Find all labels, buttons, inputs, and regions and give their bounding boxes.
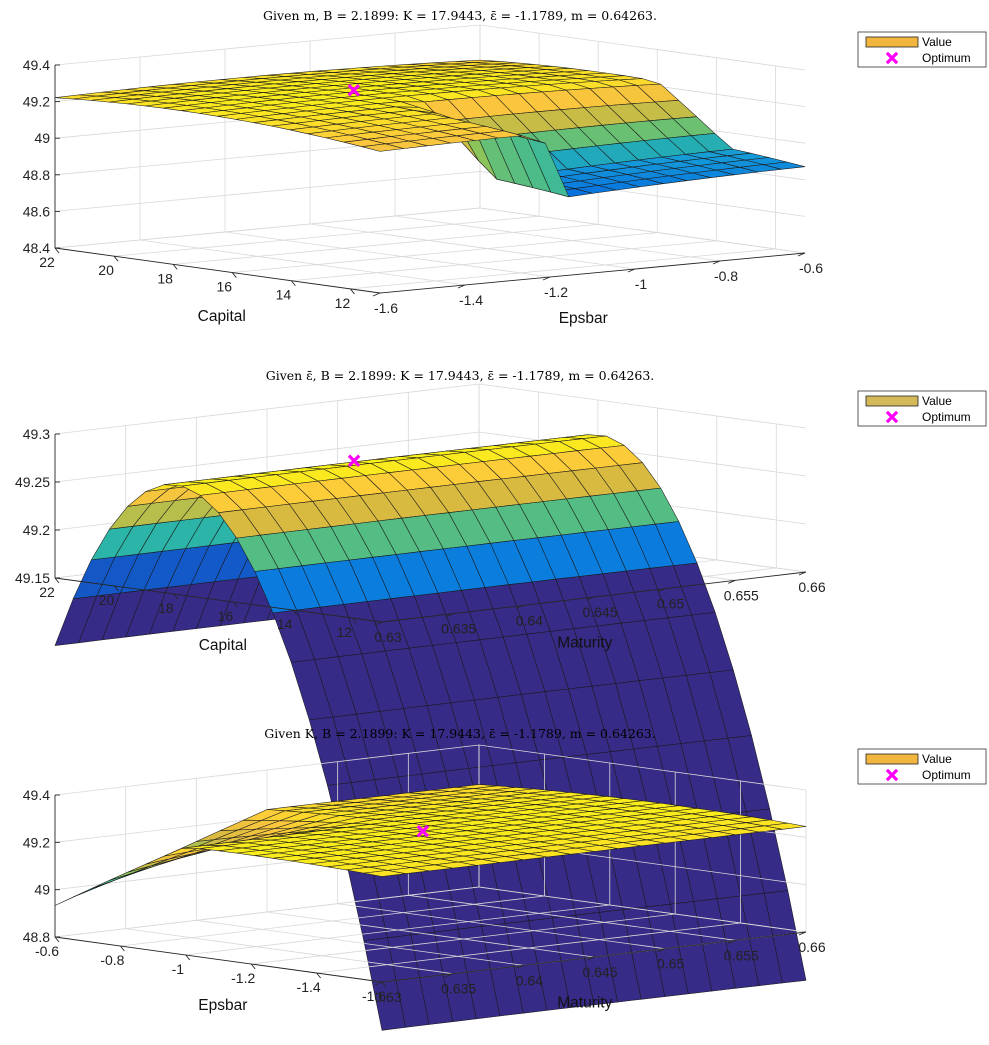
x-axis-label: Capital: [198, 308, 246, 325]
legend[interactable]: Value Optimum: [857, 390, 987, 427]
y-tick-label: 0.63: [374, 989, 401, 1005]
x-tick-label: 16: [216, 279, 232, 295]
x-tick-label: -0.6: [35, 943, 59, 959]
z-tick-label: 49.2: [23, 522, 50, 538]
optimum-marker: [416, 824, 430, 838]
legend-swatch-value: [865, 395, 919, 407]
y-axis-label: Maturity: [557, 995, 612, 1012]
surface-patch: [127, 858, 170, 873]
x-tick-label: 22: [39, 584, 55, 600]
x-tick-label: 14: [277, 616, 293, 632]
y-tick-label: 0.645: [582, 604, 617, 620]
x-tick-label: 20: [98, 262, 114, 278]
chart-title: Given m, B = 2.1899: K = 17.9443, ε̄ = -…: [263, 8, 657, 23]
x-tick-label: -1.4: [297, 979, 321, 995]
surface-plot: [54, 59, 806, 198]
z-tick-label: 49.4: [23, 787, 50, 803]
legend-label-value: Value: [922, 394, 952, 408]
legend-label-optimum: Optimum: [922, 51, 971, 65]
y-tick-label: 0.65: [657, 596, 684, 612]
y-tick-label: -0.8: [714, 268, 738, 284]
y-tick-label: 0.655: [724, 587, 759, 603]
surface-patch: [363, 937, 406, 1031]
y-tick-label: 0.63: [374, 629, 401, 645]
x-tick-label: 12: [336, 624, 352, 640]
y-tick-label: 0.65: [657, 956, 684, 972]
y-tick-label: -1.6: [374, 300, 398, 316]
legend-swatch-value: [865, 36, 919, 48]
z-tick-label: 49.15: [15, 570, 50, 586]
y-tick-label: 0.645: [582, 964, 617, 980]
chart-panel-2: Given ε̄, B = 2.1899: K = 17.9443, ε̄ = …: [15, 368, 987, 1031]
chart-title: Given K, B = 2.1899: K = 17.9443, ε̄ = -…: [264, 726, 655, 741]
legend-label-value: Value: [922, 752, 952, 766]
y-axis-label: Epsbar: [559, 310, 608, 327]
chart-panel-3: Given K, B = 2.1899: K = 17.9443, ε̄ = -…: [23, 726, 987, 1014]
surface-patch: [361, 143, 404, 152]
optimum-marker: [347, 454, 361, 468]
y-tick-label: 0.635: [441, 981, 476, 997]
y-tick-label: 0.66: [798, 579, 825, 595]
y-tick-label: 0.66: [798, 939, 825, 955]
surface-plot: [54, 784, 807, 906]
y-tick-label: 0.64: [516, 612, 543, 628]
z-tick-label: 48.4: [23, 240, 50, 256]
legend-label-optimum: Optimum: [922, 410, 971, 424]
x-tick-label: 12: [335, 295, 351, 311]
x-tick-label: -1.6: [362, 988, 386, 1004]
x-tick-label: 22: [39, 254, 55, 270]
legend[interactable]: Value Optimum: [857, 748, 987, 785]
legend-label-optimum: Optimum: [922, 768, 971, 782]
legend-label-value: Value: [922, 35, 952, 49]
z-tick-label: 49.2: [23, 834, 50, 850]
y-tick-label: -1.4: [459, 292, 483, 308]
z-tick-label: 49: [34, 130, 50, 146]
legend-marker-optimum: [885, 768, 899, 782]
z-tick-label: 49: [34, 882, 50, 898]
chart-title: Given ε̄, B = 2.1899: K = 17.9443, ε̄ = …: [266, 368, 655, 383]
legend-marker-optimum: [885, 410, 899, 424]
z-tick-label: 49.4: [23, 57, 50, 73]
legend-marker-optimum: [885, 51, 899, 65]
z-tick-label: 49.3: [23, 426, 50, 442]
z-tick-label: 48.8: [23, 929, 50, 945]
x-tick-label: 14: [276, 287, 292, 303]
y-tick-label: -1.2: [544, 284, 568, 300]
y-tick-label: 0.635: [441, 621, 476, 637]
x-axis-label: Capital: [199, 637, 247, 654]
x-tick-label: -1.2: [231, 970, 255, 986]
axis-ticks: 22 20 18 16 14 12 0.63 0.635 0.64 0.645 0.65 0.655 0…: [15, 426, 826, 645]
z-tick-label: 48.8: [23, 167, 50, 183]
surface-patch: [109, 865, 152, 881]
x-axis-label: Epsbar: [198, 997, 247, 1014]
axis-ticks: 22 20 18 16 14 12 -1.6 -1.4 -1.2 -1 -0.8 -0.6 48.4 48…: [23, 57, 824, 316]
x-tick-label: 16: [218, 608, 234, 624]
y-axis-label: Maturity: [557, 635, 612, 652]
x-tick-label: 18: [158, 600, 174, 616]
z-tick-label: 49.25: [15, 474, 50, 490]
x-tick-label: 20: [99, 592, 115, 608]
y-tick-label: -0.6: [799, 260, 823, 276]
surface-patch: [91, 872, 134, 889]
z-tick-label: 48.6: [23, 203, 50, 219]
legend[interactable]: Value Optimum: [857, 31, 987, 68]
y-tick-label: 0.64: [516, 972, 543, 988]
y-tick-label: -1: [635, 276, 648, 292]
axis-ticks: -0.6 -0.8 -1 -1.2 -1.4 -1.60.63 0.635 0.64 0.645…: [23, 787, 826, 1005]
z-tick-label: 49.2: [23, 94, 50, 110]
surface-patch: [363, 870, 406, 877]
legend-swatch-value: [865, 753, 919, 765]
x-tick-label: -1: [172, 961, 185, 977]
x-tick-label: 18: [157, 270, 173, 286]
optimum-marker: [347, 83, 361, 97]
y-tick-label: 0.655: [724, 947, 759, 963]
chart-panel-1: Given m, B = 2.1899: K = 17.9443, ε̄ = -…: [23, 8, 987, 327]
x-tick-label: -0.8: [100, 952, 124, 968]
